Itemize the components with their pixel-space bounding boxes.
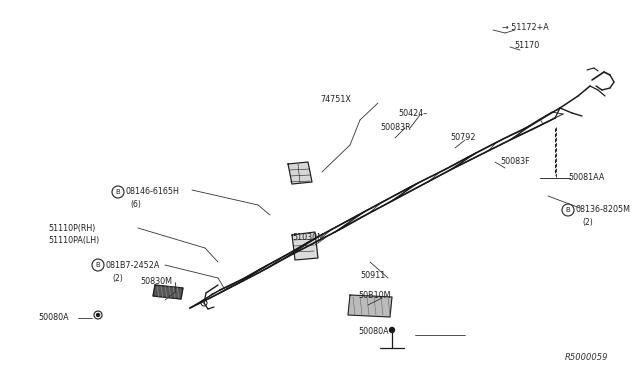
Text: (6): (6) (130, 201, 141, 209)
Text: 50080A: 50080A (358, 327, 388, 337)
Circle shape (97, 314, 99, 317)
Polygon shape (292, 232, 318, 260)
Text: 50B10M: 50B10M (358, 291, 390, 299)
Polygon shape (153, 285, 183, 299)
Circle shape (390, 327, 394, 333)
Text: R5000059: R5000059 (564, 353, 608, 362)
Text: 50081AA: 50081AA (568, 173, 604, 183)
Text: 50830M: 50830M (140, 278, 172, 286)
Text: → 51172+A: → 51172+A (502, 23, 548, 32)
Text: 081B7-2452A: 081B7-2452A (106, 260, 161, 269)
Text: 51110P(RH): 51110P(RH) (48, 224, 95, 232)
Text: 51030M: 51030M (292, 234, 324, 243)
Text: 50911: 50911 (360, 270, 385, 279)
Text: 50080A: 50080A (38, 314, 68, 323)
Text: 08136-8205M: 08136-8205M (576, 205, 631, 215)
Text: 50083F: 50083F (500, 157, 530, 167)
Text: (2): (2) (112, 273, 123, 282)
Text: 50792: 50792 (450, 134, 476, 142)
Text: B: B (116, 189, 120, 195)
Polygon shape (348, 295, 392, 317)
Text: 50083R: 50083R (380, 124, 411, 132)
Text: B: B (566, 207, 570, 213)
Polygon shape (288, 162, 312, 184)
Text: 08146-6165H: 08146-6165H (126, 187, 180, 196)
Text: 51110PA(LH): 51110PA(LH) (48, 235, 99, 244)
Text: B: B (95, 262, 100, 268)
Text: 50424–: 50424– (398, 109, 428, 118)
Text: 51170: 51170 (514, 41, 540, 49)
Text: 74751X: 74751X (320, 96, 351, 105)
Text: (2): (2) (582, 218, 593, 227)
